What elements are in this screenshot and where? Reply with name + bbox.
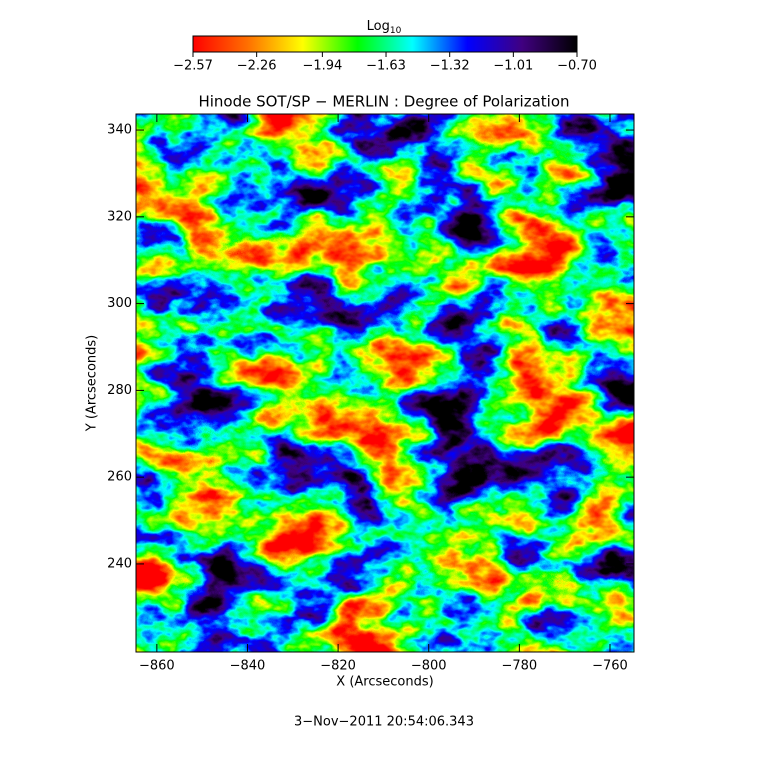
heatmap-image [136,114,634,652]
colorbar-tick-label: −1.63 [366,59,406,74]
colorbar-title: Log10 [367,19,402,36]
x-tick-label: −860 [139,659,175,674]
colorbar-tick-label: −1.94 [302,59,342,74]
x-tick-label: −840 [230,659,266,674]
y-tick-label: 320 [107,209,132,224]
chart-title: Hinode SOT/SP − MERLIN : Degree of Polar… [198,93,569,111]
x-tick-label: −820 [320,659,356,674]
y-tick-label: 260 [107,470,132,485]
colorbar [192,35,578,53]
colorbar-title-text: Log [367,19,390,34]
x-tick-label: −760 [592,659,628,674]
colorbar-tick-label: −1.01 [493,59,533,74]
colorbar-tick-label: −0.70 [557,59,597,74]
x-tick-label: −800 [411,659,447,674]
y-tick-label: 240 [107,556,132,571]
colorbar-tick-label: −1.32 [430,59,470,74]
x-tick-label: −780 [501,659,537,674]
y-tick-label: 300 [107,296,132,311]
footer-date: 3−Nov−2011 20:54:06.343 [294,715,474,730]
colorbar-tick-label: −2.57 [173,59,213,74]
y-tick-label: 340 [107,123,132,138]
plot-frame [135,113,635,653]
colorbar-title-subscript: 10 [390,26,402,36]
x-axis-label: X (Arcseconds) [336,675,433,690]
colorbar-tick-label: −2.26 [237,59,277,74]
y-tick-label: 280 [107,383,132,398]
y-axis-label: Y (Arcseconds) [85,335,100,432]
